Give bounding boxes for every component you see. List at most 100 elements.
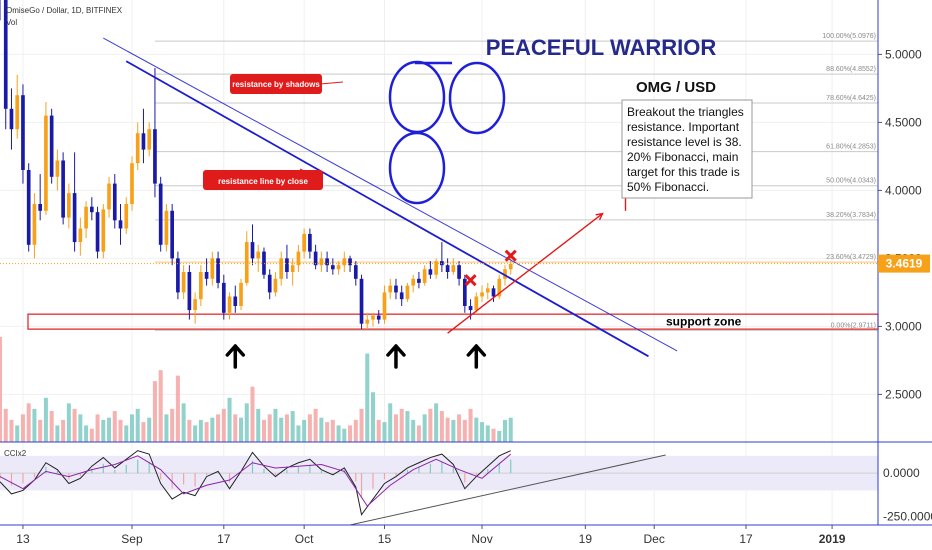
volume-bar-81: [462, 419, 467, 442]
candle-body-56: [319, 258, 324, 266]
vol-label: Vol: [6, 18, 17, 27]
volume-bar-17: [95, 414, 100, 442]
candle-body-69: [394, 285, 398, 293]
volume-bar-0: [0, 337, 3, 442]
note-line-5: target for this trade is: [627, 165, 740, 179]
volume-bar-77: [439, 411, 444, 442]
candle-body-40: [227, 296, 232, 313]
candle-body-74: [422, 269, 427, 283]
volume-bar-52: [296, 425, 301, 442]
candle-body-6: [32, 204, 37, 245]
trend-lines: [103, 37, 678, 358]
candle-body-68: [388, 285, 393, 293]
volume-bar-25: [141, 422, 146, 442]
candle-body-51: [290, 265, 295, 272]
volume-bar-45: [256, 408, 261, 442]
volume-bar-88: [502, 419, 508, 442]
volume-bar-69: [393, 414, 398, 442]
candle-body-37: [210, 258, 215, 279]
volume-bars: [0, 337, 513, 442]
volume-bar-31: [175, 375, 180, 442]
cci-oscillator: [0, 450, 878, 526]
volume-bar-32: [181, 403, 186, 442]
volume-bar-14: [78, 414, 83, 442]
candle-body-85: [485, 288, 490, 293]
candle-body-14: [78, 228, 83, 243]
volume-bar-46: [261, 419, 266, 442]
osc-signal-line: [0, 453, 512, 507]
candle-body-45: [256, 251, 261, 259]
volume-bar-68: [388, 403, 393, 442]
projection-arrowhead: [595, 212, 604, 221]
volume-bar-29: [164, 414, 169, 442]
candle-body-73: [417, 278, 421, 283]
volume-bar-75: [428, 408, 433, 442]
candle-body-19: [107, 183, 111, 210]
symbol-line: OmiseGo / Dollar, 1D, BITFINEX: [6, 6, 123, 15]
volume-bar-38: [216, 414, 221, 442]
volume-bar-57: [325, 422, 330, 442]
candle-body-63: [359, 278, 364, 324]
volume-bar-37: [210, 417, 215, 442]
candle-body-31: [176, 258, 180, 293]
time-tick-label-4: 15: [378, 532, 392, 546]
volume-bar-16: [89, 428, 94, 442]
volume-bar-1: [3, 408, 8, 442]
projection-line: [447, 212, 603, 334]
up-arrow-1: [386, 344, 406, 369]
volume-bar-13: [72, 408, 77, 442]
candle-body-58: [331, 265, 335, 270]
volume-bar-73: [416, 425, 421, 442]
candle-body-86: [491, 288, 496, 297]
candle-body-84: [480, 292, 484, 297]
volume-bar-5: [26, 403, 31, 442]
time-tick-label-0: 13: [16, 532, 30, 546]
candle-body-29: [164, 210, 169, 245]
volume-bar-67: [382, 422, 387, 442]
callout-close-text: resistance line by close: [218, 177, 308, 186]
price-tick-label-4: 3.0000: [885, 319, 922, 333]
candle-body-22: [124, 204, 129, 229]
resistance-close-line: [125, 60, 649, 358]
candle-body-5: [26, 170, 31, 245]
volume-bar-60: [342, 428, 347, 442]
candle-body-75: [428, 269, 433, 275]
support-zone-label: support zone: [666, 315, 742, 329]
time-tick-label-3: Oct: [295, 532, 314, 546]
cross-mark-b-1: [504, 249, 517, 262]
volume-bar-85: [485, 425, 490, 442]
price-tick-label-2: 4.0000: [885, 183, 922, 197]
volume-bar-40: [227, 397, 232, 442]
volume-bar-15: [84, 425, 89, 442]
candle-body-89: [508, 263, 513, 270]
volume-bar-7: [38, 419, 43, 442]
candle-body-48: [273, 278, 278, 293]
volume-bar-62: [353, 419, 358, 442]
candle-body-38: [216, 258, 220, 283]
volume-bar-79: [451, 419, 456, 442]
candle-body-39: [221, 282, 226, 313]
volume-bar-27: [152, 381, 157, 442]
watermark-logo: [388, 60, 506, 205]
volume-bar-78: [445, 417, 450, 442]
candle-body-41: [233, 296, 238, 306]
candlesticks: [0, 0, 513, 330]
volume-bar-49: [279, 417, 284, 442]
logo-circle-right: [448, 61, 506, 135]
candle-body-10: [55, 160, 60, 177]
volume-bar-2: [9, 419, 14, 442]
volume-bar-42: [239, 417, 244, 442]
candle-body-3: [15, 95, 20, 130]
candle-body-42: [239, 282, 243, 306]
candle-body-27: [153, 129, 157, 184]
candle-body-18: [101, 209, 106, 252]
candle-body-88: [503, 269, 507, 279]
volume-bar-54: [307, 414, 312, 442]
fib-label-6: 23.60%(3.4729): [826, 254, 876, 261]
fib-label-1: 88.60%(4.8552): [826, 66, 876, 73]
candle-body-67: [382, 292, 387, 320]
candle-body-9: [49, 115, 54, 177]
candle-body-44: [250, 242, 255, 259]
volume-bar-8: [43, 397, 48, 442]
